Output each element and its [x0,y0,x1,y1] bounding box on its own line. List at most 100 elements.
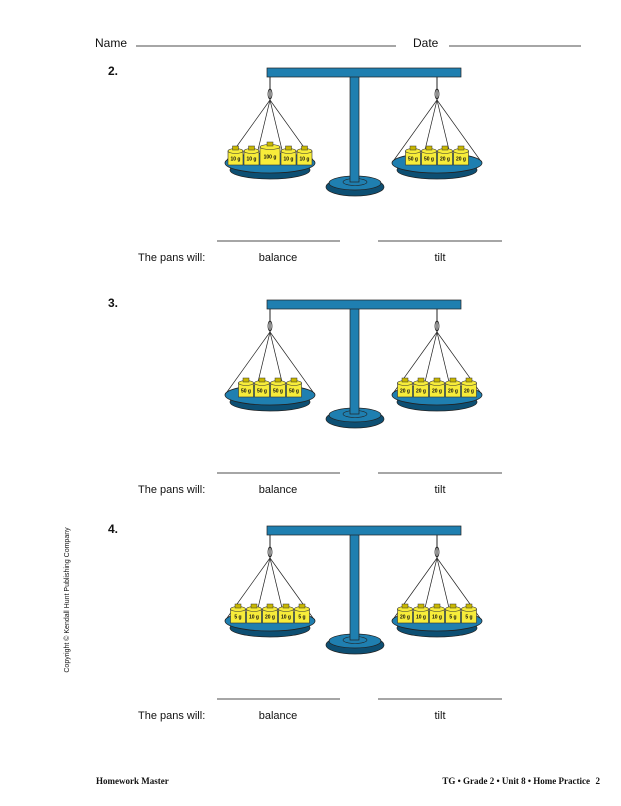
scale-beam [267,68,461,77]
page [0,0,621,806]
weight-knob [302,146,308,150]
weight: 20 g [414,378,429,397]
worksheet: Name Date Copyright © Kendall Hunt Publi… [0,0,621,806]
weight-knob [434,378,440,382]
weight-knob [299,604,305,608]
option-balance: balance [259,484,298,496]
weight: 10 g [281,146,296,165]
weight: 20 g [398,378,413,397]
weight: 10 g [228,146,243,165]
date-label: Date [413,36,439,50]
footer-left: Homework Master [96,776,169,786]
weight: 20 g [398,604,413,623]
weight-knob [466,378,472,382]
weight-knob [418,378,424,382]
weight-knob [442,146,448,150]
weight: 5 g [446,604,461,623]
weight-knob [267,604,273,608]
weight-knob [286,146,292,150]
weight-knob [243,378,249,382]
weight-label: 20 g [416,388,426,394]
weight: 10 g [430,604,445,623]
problem-number: 3. [108,296,118,310]
prompt: The pans will: [138,710,205,722]
weight-knob [267,142,273,146]
weight-knob [466,604,472,608]
weight: 10 g [244,146,259,165]
weight: 50 g [239,378,254,397]
weight: 5 g [231,604,246,623]
weight-label: 20 g [265,614,275,620]
weight: 50 g [271,378,286,397]
footer-right: TG • Grade 2 • Unit 8 • Home Practice [442,776,590,786]
weight-label: 50 g [424,156,434,162]
weight-label: 20 g [400,388,410,394]
weight-label: 10 g [283,156,293,162]
weight-label: 50 g [257,388,267,394]
weight-label: 10 g [432,614,442,620]
weight: 20 g [454,146,469,165]
weight: 50 g [287,378,302,397]
weight: 50 g [406,146,421,165]
scale-beam [267,300,461,309]
weight: 20 g [462,378,477,397]
weight: 5 g [295,604,310,623]
weight-knob [235,604,241,608]
weight: 20 g [446,378,461,397]
weight-knob [259,378,265,382]
weight-label: 10 g [281,614,291,620]
weight-label: 10 g [416,614,426,620]
scale-post [350,302,359,414]
problem-number: 4. [108,522,118,536]
weight-knob [402,378,408,382]
weight-label: 10 g [299,156,309,162]
weight: 20 g [430,378,445,397]
weight-label: 5 g [449,614,456,620]
weight-knob [233,146,239,150]
weight: 20 g [438,146,453,165]
weight-label: 20 g [432,388,442,394]
weight-label: 50 g [289,388,299,394]
weight-label: 20 g [464,388,474,394]
weight-label: 10 g [246,156,256,162]
weight-label: 50 g [408,156,418,162]
option-balance: balance [259,252,298,264]
copyright: Copyright © Kendall Hunt Publishing Comp… [63,527,71,673]
weight: 10 g [297,146,312,165]
weight-knob [450,378,456,382]
weight-knob [426,146,432,150]
weight-label: 50 g [241,388,251,394]
option-tilt: tilt [435,484,446,496]
weight-knob [450,604,456,608]
weight: 50 g [422,146,437,165]
option-balance: balance [259,710,298,722]
weight-label: 10 g [230,156,240,162]
prompt: The pans will: [138,252,205,264]
scale-beam [267,526,461,535]
scale-post [350,528,359,640]
weight-label: 10 g [249,614,259,620]
weight-knob [434,604,440,608]
weight-label: 5 g [298,614,305,620]
weight-knob [418,604,424,608]
weight-knob [275,378,281,382]
weight-label: 20 g [440,156,450,162]
weight-label: 100 g [264,154,277,160]
weight-knob [291,378,297,382]
weight-label: 50 g [273,388,283,394]
option-tilt: tilt [435,710,446,722]
weight-knob [249,146,255,150]
weight: 5 g [462,604,477,623]
weight-label: 20 g [400,614,410,620]
weight-label: 5 g [465,614,472,620]
weight: 10 g [279,604,294,623]
weight-knob [410,146,416,150]
weight-knob [458,146,464,150]
weight-label: 20 g [456,156,466,162]
weight-knob [402,604,408,608]
name-label: Name [95,36,127,50]
weight: 10 g [247,604,262,623]
page-number: 2 [596,776,601,786]
weight-knob [283,604,289,608]
weight: 20 g [263,604,278,623]
